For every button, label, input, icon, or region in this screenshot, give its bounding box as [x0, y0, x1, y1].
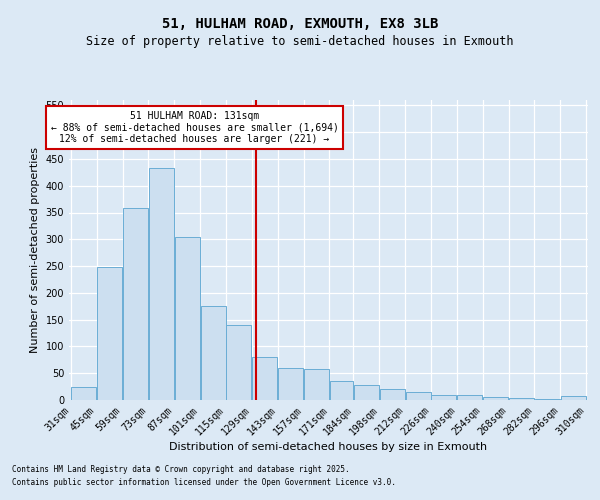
Bar [97, 267, 122, 400]
Bar [457, 394, 482, 400]
Bar [535, 399, 560, 400]
Text: 51, HULHAM ROAD, EXMOUTH, EX8 3LB: 51, HULHAM ROAD, EXMOUTH, EX8 3LB [162, 18, 438, 32]
Bar [123, 208, 148, 400]
Bar [406, 392, 431, 400]
Text: Contains HM Land Registry data © Crown copyright and database right 2025.: Contains HM Land Registry data © Crown c… [12, 466, 350, 474]
Text: Size of property relative to semi-detached houses in Exmouth: Size of property relative to semi-detach… [86, 35, 514, 48]
Bar [175, 236, 200, 400]
Bar [226, 325, 251, 400]
Text: 51 HULHAM ROAD: 131sqm
← 88% of semi-detached houses are smaller (1,694)
12% of : 51 HULHAM ROAD: 131sqm ← 88% of semi-det… [50, 110, 338, 144]
Bar [483, 398, 508, 400]
Text: Contains public sector information licensed under the Open Government Licence v3: Contains public sector information licen… [12, 478, 396, 487]
Bar [304, 369, 329, 400]
Bar [354, 385, 379, 400]
Bar [380, 390, 405, 400]
Bar [149, 168, 174, 400]
Bar [431, 394, 457, 400]
Bar [560, 396, 586, 400]
Bar [71, 386, 97, 400]
Bar [330, 381, 353, 400]
Bar [252, 357, 277, 400]
Y-axis label: Number of semi-detached properties: Number of semi-detached properties [30, 147, 40, 353]
Bar [200, 306, 226, 400]
Bar [509, 398, 534, 400]
X-axis label: Distribution of semi-detached houses by size in Exmouth: Distribution of semi-detached houses by … [169, 442, 488, 452]
Bar [278, 368, 303, 400]
